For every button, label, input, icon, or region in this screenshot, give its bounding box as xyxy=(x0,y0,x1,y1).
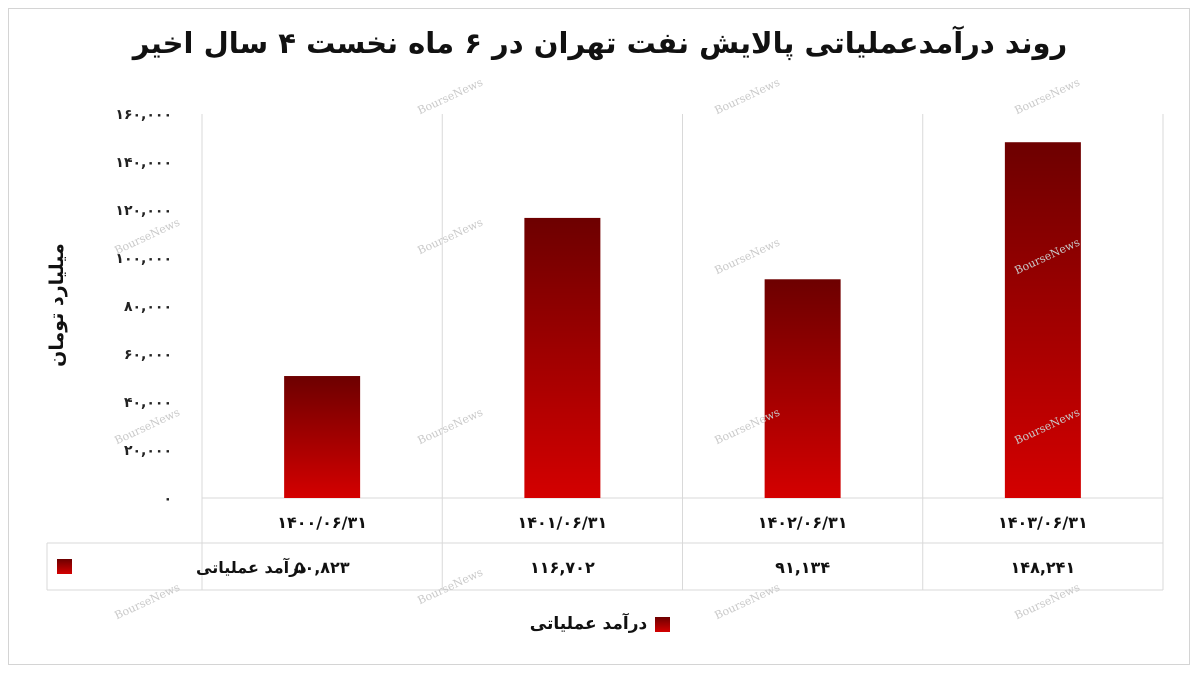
x-tick-label: ۱۴۰۳/۰۶/۳۱ xyxy=(998,513,1088,532)
data-label: ۹۱,۱۳۴ xyxy=(775,558,830,577)
x-tick-label: ۱۴۰۰/۰۶/۳۱ xyxy=(277,513,367,532)
data-label: ۵۰,۸۲۳ xyxy=(295,558,350,577)
data-table-series-name: درآمد عملیاتی xyxy=(196,557,307,577)
y-tick-label: ۴۰,۰۰۰ xyxy=(124,395,172,411)
chart-title: روند درآمدعملیاتی پالایش نفت تهران در ۶ … xyxy=(132,26,1068,60)
data-label: ۱۱۶,۷۰۲ xyxy=(530,558,595,577)
data-table-legend-key xyxy=(57,559,72,574)
bar xyxy=(524,217,601,498)
y-tick-label: ۶۰,۰۰۰ xyxy=(124,347,172,363)
data-label: ۱۴۸,۲۴۱ xyxy=(1011,558,1076,577)
y-tick-label: ۲۰,۰۰۰ xyxy=(124,443,172,459)
x-tick-label: ۱۴۰۱/۰۶/۳۱ xyxy=(517,513,607,532)
bar xyxy=(284,376,361,498)
chart-frame xyxy=(8,8,1190,665)
bar xyxy=(1004,142,1081,498)
y-tick-label: ۱۴۰,۰۰۰ xyxy=(115,155,172,171)
legend-swatch xyxy=(655,616,671,632)
y-tick-label: ۱۲۰,۰۰۰ xyxy=(115,203,172,219)
y-tick-label: ۱۰۰,۰۰۰ xyxy=(115,251,172,267)
y-tick-label: ۸۰,۰۰۰ xyxy=(124,299,172,315)
legend: درآمد عملیاتی xyxy=(0,614,1200,634)
bar xyxy=(764,279,841,498)
x-tick-label: ۱۴۰۲/۰۶/۳۱ xyxy=(758,513,848,532)
y-tick-label: ۱۶۰,۰۰۰ xyxy=(115,107,172,123)
y-tick-label: ۰ xyxy=(163,491,172,507)
legend-label: درآمد عملیاتی xyxy=(529,614,648,634)
